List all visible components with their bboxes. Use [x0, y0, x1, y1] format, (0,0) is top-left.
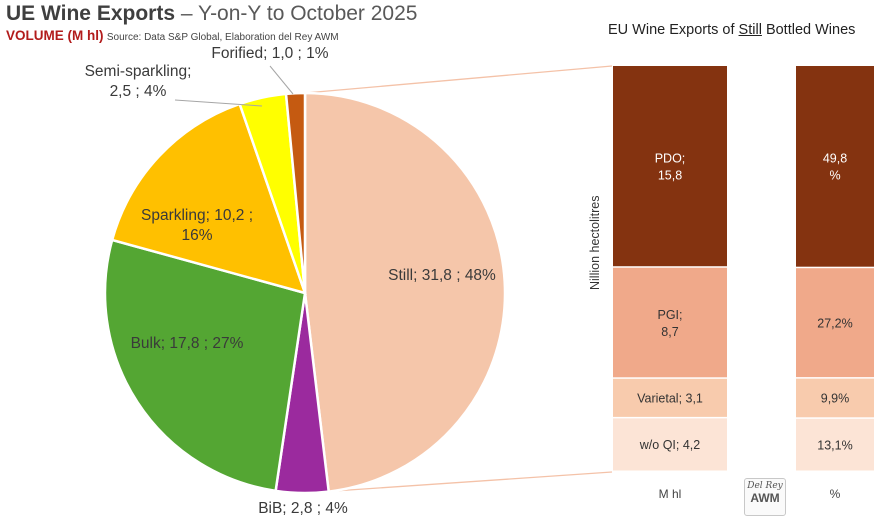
subtitle: VOLUME (M hl) Source: Data S&P Global, E…: [6, 28, 417, 43]
bar-label-pdo-mhl: PDO; 15,8: [655, 151, 686, 182]
x-category-pct: %: [830, 487, 841, 501]
bar-label-woqi-mhl: w/o QI; 4,2: [639, 438, 700, 452]
right-title-suffix: Bottled Wines: [761, 22, 856, 38]
bar-segment-woqi-mhl: [613, 418, 727, 471]
pie-label-forified: Forified; 1,0 ; 1%: [211, 45, 328, 62]
bar-label-woqi-pct: 13,1%: [817, 438, 852, 452]
x-axis-category-labels: M hl%: [659, 487, 841, 501]
pie-label-semi-sparkling: Semi-sparkling; 2,5 ; 4%: [85, 63, 192, 100]
volume-label: VOLUME (M hl): [6, 28, 104, 43]
bar-segment-pgi-mhl: [613, 267, 727, 378]
pie-labels: Still; 31,8 ; 48% BiB; 2,8 ; 4% Bulk; 17,8…: [85, 45, 496, 517]
right-chart-title: EU Wine Exports of Still Bottled Wines: [608, 22, 855, 38]
brand-logo: Del Rey AWM: [744, 478, 786, 516]
logo-line-1: Del Rey: [747, 481, 783, 491]
bar-labels: w/o QI; 4,2 Varietal; 3,1 PGI; 8,7 PDO; 15,8 1…: [637, 151, 853, 452]
leader-line-forified: [269, 65, 294, 95]
y-axis-title: Nillion hectolitres: [588, 195, 602, 290]
pie-label-sparkling: Sparkling; 10,2 ; 16%: [141, 207, 253, 244]
pie-slice-sparkling: [110, 102, 307, 295]
chart-title-rest: – Y-on-Y to October 2025: [175, 2, 418, 25]
bar-label-pdo-pct: 49,8%: [823, 152, 847, 183]
pie-label-bib: BiB; 2,8 ; 4%: [258, 500, 348, 517]
bar-label-varietal-mhl: Varietal; 3,1: [637, 392, 703, 406]
pie-leader-lines: [174, 65, 294, 107]
right-title-prefix: EU Wine Exports of: [608, 22, 739, 38]
bar-segment-varietal-mhl: [613, 378, 727, 417]
bar-label-varietal-pct: 9,9%: [821, 392, 850, 406]
bar-segment-pdo-mhl: [613, 66, 727, 267]
pie-slice-forified: [284, 91, 307, 294]
pie-label-bulk: Bulk; 17,8 ; 27%: [131, 335, 244, 352]
bar-segment-pdo-pct: [796, 66, 874, 267]
bar-segment-varietal-pct: [796, 378, 874, 418]
logo-line-2: AWM: [750, 491, 780, 505]
pie-slice-still: [303, 91, 507, 493]
bar-segment-woqi-pct: [796, 418, 874, 471]
x-category-mhl: M hl: [659, 487, 682, 501]
connector-bottom: [304, 471, 613, 494]
leader-line-semi-sparkling: [174, 99, 263, 107]
bar-segment-pgi-pct: [796, 268, 874, 378]
pie-slice-bulk: [103, 238, 307, 493]
chart-title-bold: UE Wine Exports: [6, 2, 176, 25]
right-title-underlined: Still: [738, 22, 762, 38]
chart-title: UE Wine Exports – Y-on-Y to October 2025: [6, 2, 417, 26]
pie-chart: [103, 91, 507, 495]
source-note: Source: Data S&P Global, Elaboration del…: [106, 32, 339, 43]
bar-label-pgi-pct: 27,2%: [817, 316, 852, 330]
connector-lines: [304, 65, 613, 494]
bar-label-pgi-mhl: PGI; 8,7: [657, 308, 682, 339]
stacked-bar-chart: [613, 66, 874, 471]
title-block: UE Wine Exports – Y-on-Y to October 2025…: [6, 2, 417, 43]
pie-label-still: Still; 31,8 ; 48%: [388, 267, 496, 284]
connector-top: [304, 65, 613, 94]
